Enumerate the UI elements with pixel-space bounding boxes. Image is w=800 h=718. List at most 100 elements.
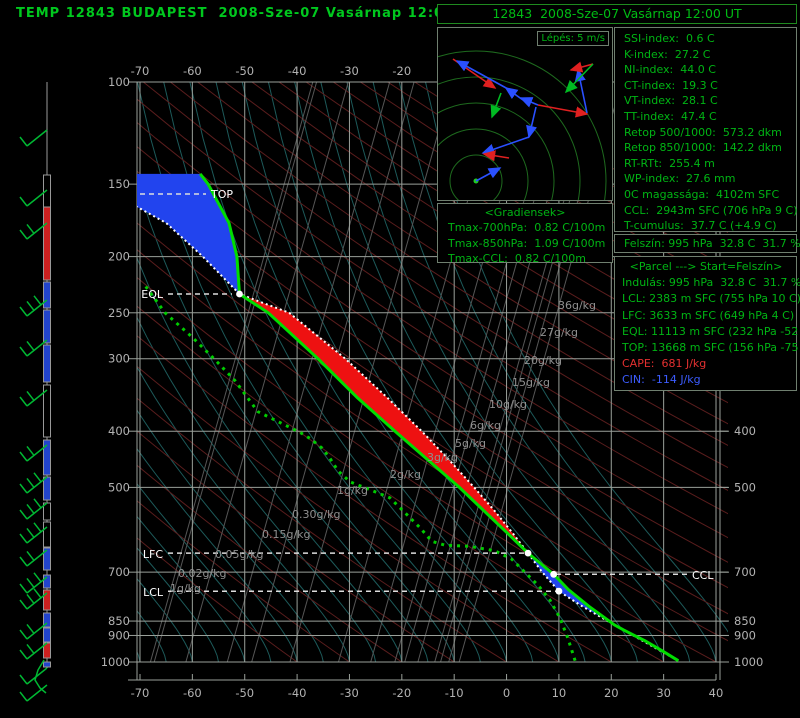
- wind-barb: [19, 572, 48, 594]
- wind-barb: [19, 222, 48, 240]
- gradients-rows: Tmax-700hPa: 0.82 C/100m Tmax-850hPa: 1.0…: [448, 220, 612, 267]
- axis-tick-label: 200: [108, 250, 130, 264]
- wind-vector-blue: [519, 97, 539, 108]
- axis-tick-label: 150: [108, 177, 130, 191]
- wind-vector-green: [490, 92, 502, 119]
- wind-barb: [19, 472, 48, 494]
- wind-barb: [19, 498, 48, 520]
- axis-tick-label: -20: [392, 686, 411, 700]
- index-row: TT-index: 47.4 C: [624, 109, 717, 123]
- surface-row: Felszín: 995 hPa 32.8 C 31.7 %: [624, 237, 800, 250]
- temperature-curve: [199, 172, 680, 662]
- wind-barb: [19, 667, 48, 685]
- axis-tick-label: 0: [503, 686, 510, 700]
- page-title: TEMP 12843 BUDAPEST 2008-Sze-07 Vasárnap…: [16, 6, 482, 21]
- mixing-ratio-label: 1g/kg: [170, 582, 201, 595]
- cape-row: CAPE: 681 J/kg: [622, 357, 707, 371]
- wind-vector-blue: [455, 60, 509, 90]
- hodograph-arrows: [452, 58, 594, 182]
- axis-tick-label: 100: [108, 75, 130, 89]
- gradients-panel: <Gradiensek> Tmax-700hPa: 0.82 C/100m Tma…: [437, 203, 613, 265]
- hodograph-panel: Lépés: 5 m/s: [437, 27, 613, 201]
- surface-panel: Felszín: 995 hPa 32.8 C 31.7 %: [614, 234, 800, 253]
- panel-header: 12843 2008-Sze-07 Vasárnap 12:00 UT: [437, 4, 797, 24]
- index-row: T-cumulus: 37.7 C (+4.9 C): [624, 219, 777, 233]
- hodograph-plot: [438, 50, 607, 200]
- index-row: NI-index: 44.0 C: [624, 63, 716, 77]
- wind-barb: [19, 444, 48, 462]
- axis-tick-label: -40: [288, 686, 307, 700]
- wind-barbs: [19, 129, 48, 702]
- level-label-lfc: LFC: [143, 548, 163, 561]
- mixing-ratio-label: 5g/kg: [455, 437, 486, 450]
- axis-tick-label: -30: [340, 64, 359, 78]
- wind-barb: [19, 389, 48, 407]
- wind-barb: [19, 549, 48, 567]
- parcel-panel: <Parcel ---> Start=Felszín> Indulás: 995…: [614, 256, 800, 391]
- wind-vector-red: [482, 150, 510, 162]
- cin-area-above-eql: [137, 173, 240, 294]
- indices-panel: SSI-index: 0.6 C K-index: 27.2 C NI-index:…: [614, 27, 797, 232]
- mixing-ratio-label: 27g/kg: [540, 326, 578, 339]
- axis-tick-label: -40: [288, 64, 307, 78]
- wind-vector-green: [564, 63, 594, 94]
- wind-barb: [19, 339, 48, 357]
- axis-tick-label: 850: [734, 614, 756, 628]
- wind-vector-blue: [475, 167, 502, 182]
- index-row: RT-RTt: 255.4 m: [624, 156, 715, 170]
- parcel-rows: Indulás: 995 hPa 32.8 C 31.7 % LCL: 2383 …: [622, 275, 800, 356]
- mixing-ratio-label: 2g/kg: [390, 468, 421, 481]
- hodograph-step-label: Lépés: 5 m/s: [537, 31, 609, 46]
- axis-tick-label: 500: [734, 480, 756, 494]
- parcel-row: LCL: 2383 m SFC (755 hPa 10 C): [622, 292, 800, 306]
- mixing-ratio-label: 1g/kg: [337, 484, 368, 497]
- index-row: 0C magassága: 4102m SFC: [624, 187, 780, 201]
- index-row: VT-index: 28.1 C: [624, 94, 718, 108]
- axis-labels: 1001502002503004005007008509001000400500…: [101, 64, 764, 700]
- level-label-ccl: CCL: [692, 569, 714, 582]
- mixing-ratio-label: 6g/kg: [470, 419, 501, 432]
- mixing-ratio-label: 0.30g/kg: [292, 508, 341, 521]
- wind-barb: [19, 129, 48, 147]
- axis-tick-label: 300: [108, 352, 130, 366]
- axis-tick-label: -30: [340, 686, 359, 700]
- cin-row: CIN: -114 J/kg: [622, 373, 701, 387]
- parcel-row: LFC: 3633 m SFC (649 hPa 4 C): [622, 308, 795, 322]
- level-dots: [236, 290, 563, 595]
- wind-barb: [19, 684, 48, 702]
- mixing-ratio-label: 15g/kg: [512, 376, 550, 389]
- mixing-ratio-label: 0.02g/kg: [178, 567, 227, 580]
- axis-tick-label: -60: [183, 64, 202, 78]
- axis-tick-label: 900: [108, 628, 130, 642]
- level-label-eql: EQL: [141, 288, 164, 301]
- index-row: Retop 500/1000: 573.2 dkm: [624, 125, 782, 139]
- level-label-top: TOP: [210, 188, 233, 201]
- axis-tick-label: 10: [552, 686, 567, 700]
- wind-vector-blue: [481, 136, 530, 155]
- index-row: CCL: 2943m SFC (706 hPa 9 C): [624, 203, 798, 217]
- wind-vector-blue: [526, 106, 537, 139]
- index-row: K-index: 27.2 C: [624, 47, 711, 61]
- mixing-ratio-label: 10g/kg: [489, 398, 527, 411]
- wind-barb: [19, 522, 48, 544]
- wind-barb: [19, 642, 48, 660]
- axis-tick-label: 1000: [101, 655, 130, 669]
- gradients-title: <Gradiensek>: [484, 206, 566, 219]
- axis-tick-label: -70: [131, 64, 150, 78]
- wind-vector-blue: [504, 87, 524, 101]
- wind-vector-red: [452, 58, 497, 89]
- wind-barb: [19, 622, 48, 640]
- axis-tick-label: 1000: [734, 655, 763, 669]
- parcel-row: TOP: 13668 m SFC (156 hPa -75 C): [622, 341, 800, 355]
- dry-adiabat-lines: [137, 82, 728, 662]
- wind-barb: [19, 295, 48, 317]
- axis-tick-label: 900: [734, 628, 756, 642]
- axis-tick-label: 700: [108, 565, 130, 579]
- level-lines: TOP EQL LFC CCL LCL: [140, 188, 714, 599]
- axis-tick-label: 250: [108, 306, 130, 320]
- index-row: Retop 850/1000: 142.2 dkm: [624, 141, 782, 155]
- gradient-row: Tmax-700hPa: 0.82 C/100m: [448, 221, 606, 234]
- mixing-ratio-label: 20g/kg: [524, 354, 562, 367]
- parcel-title: <Parcel ---> Start=Felszín>: [629, 260, 783, 273]
- parcel-row: EQL: 11113 m SFC (232 hPa -52 C): [622, 324, 800, 338]
